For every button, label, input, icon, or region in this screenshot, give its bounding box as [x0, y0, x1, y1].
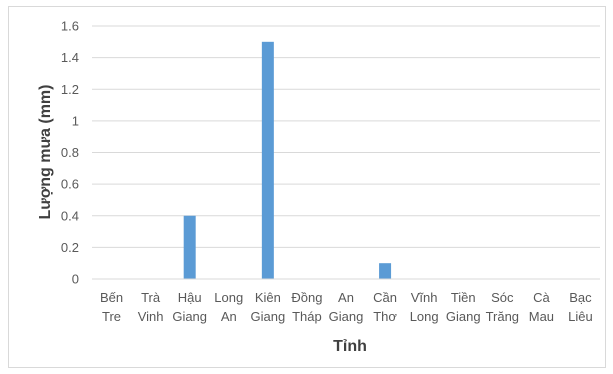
y-tick-label: 1.4 [61, 50, 79, 65]
x-tick-label: Cần Thơ [373, 290, 397, 324]
x-axis-title: Tỉnh [333, 338, 367, 355]
y-tick-label: 0 [72, 272, 79, 287]
x-tick-label: Kiên Giang [250, 290, 285, 324]
y-axis-title: Lượng mưa (mm) [37, 85, 54, 220]
x-tick-label: Bến Tre [100, 290, 123, 324]
gridlines [92, 25, 600, 248]
x-tick-label: Tiền Giang [446, 290, 481, 324]
y-tick-label: 0.2 [61, 240, 79, 255]
y-tick-label: 0.4 [61, 208, 79, 223]
x-tick-label: Sóc Trăng [486, 290, 519, 324]
y-tick-label: 1.2 [61, 82, 79, 97]
x-tick-label: An Giang [329, 290, 364, 324]
x-tick-label: Trà Vinh [138, 290, 164, 324]
y-tick-labels: 0 0.2 0.4 0.6 0.8 1 1.2 1.4 1.6 [61, 19, 79, 287]
bars [183, 41, 392, 279]
x-tick-label: Hậu Giang [172, 290, 207, 324]
y-tick-label: 1 [72, 113, 79, 128]
x-tick-label: Vĩnh Long [410, 290, 439, 324]
x-tick-label: Long An [214, 290, 243, 324]
x-tick-label: Cà Mau [529, 290, 554, 324]
bar [379, 263, 392, 279]
y-tick-label: 0.6 [61, 177, 79, 192]
x-tick-label: Bạc Liêu [568, 290, 593, 324]
chart-frame [8, 6, 606, 368]
bar [261, 41, 274, 279]
y-tick-label: 1.6 [61, 19, 79, 34]
x-tick-label: Đồng Tháp [291, 290, 322, 324]
y-tick-label: 0.8 [61, 145, 79, 160]
bar [183, 215, 196, 279]
